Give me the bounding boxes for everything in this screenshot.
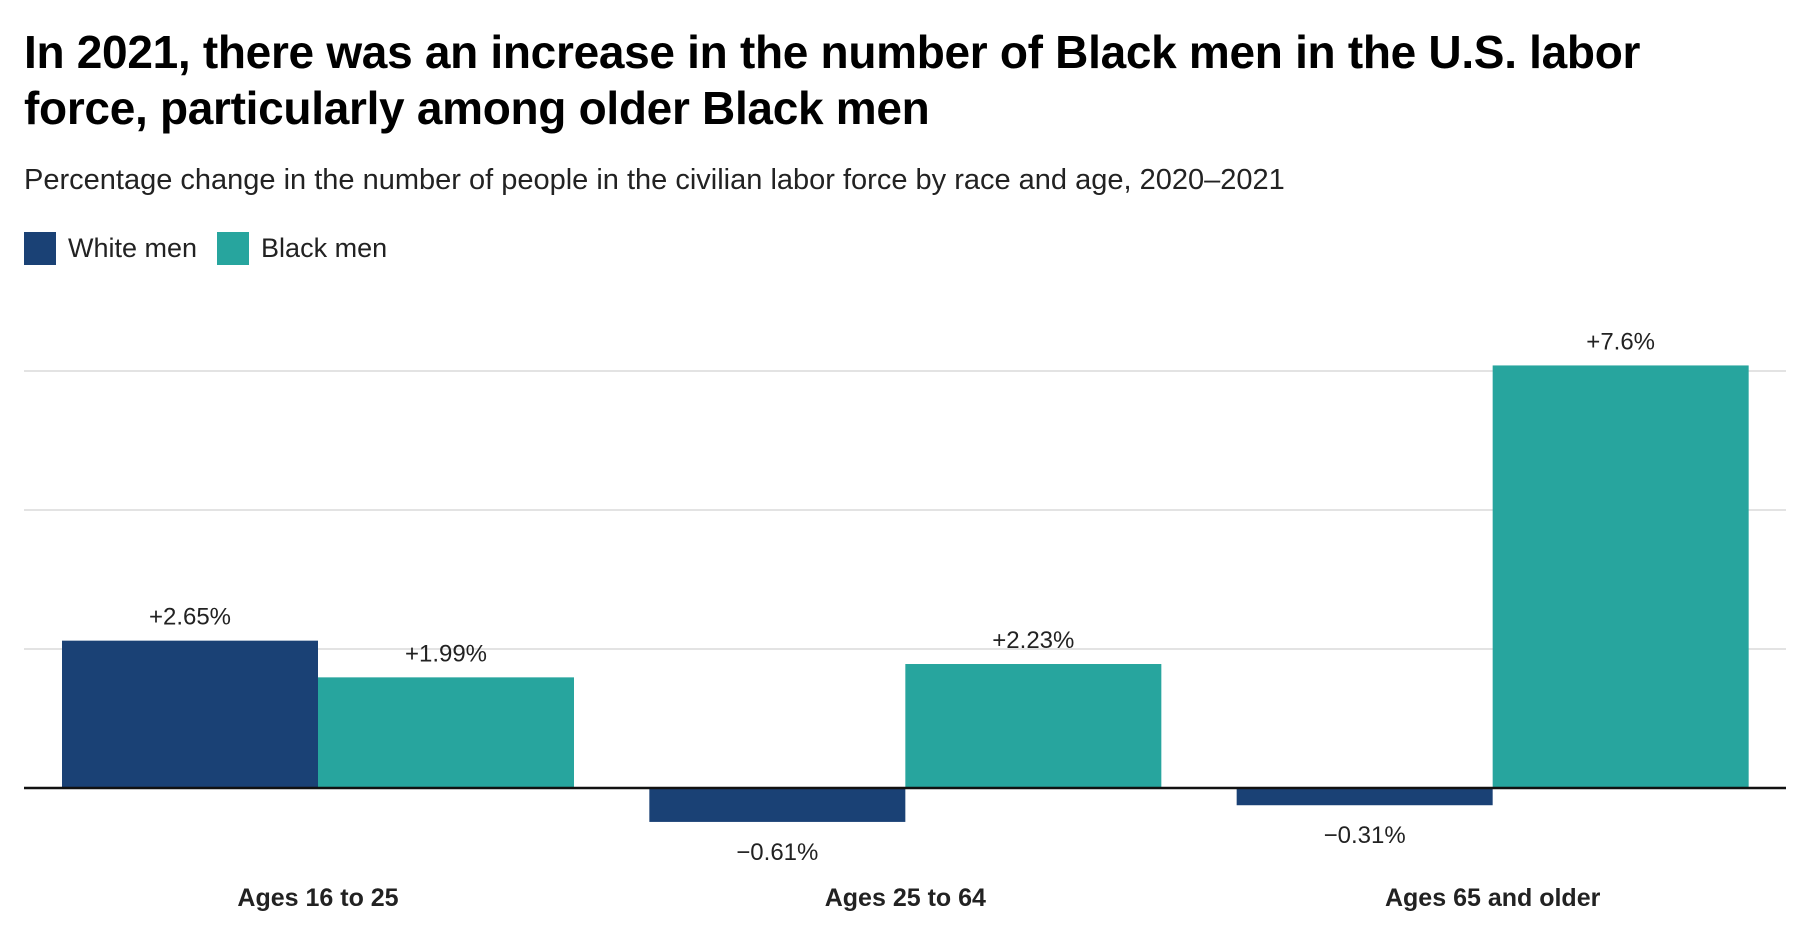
legend-swatch-black-men — [217, 232, 250, 265]
bar-white-men — [649, 788, 906, 822]
data-label: −0.61% — [736, 839, 818, 866]
bar-white-men — [62, 640, 318, 788]
legend: White men Black men — [24, 232, 407, 265]
bar-black-men — [318, 677, 574, 788]
category-label: Ages 16 to 25 — [237, 884, 398, 912]
data-label: −0.31% — [1324, 822, 1406, 849]
data-label: +1.99% — [405, 640, 487, 667]
data-label: +2.23% — [992, 627, 1074, 654]
bar-white-men — [1236, 788, 1493, 806]
legend-item-white-men: White men — [24, 232, 197, 265]
category-label: Ages 65 and older — [1385, 884, 1601, 912]
bar-black-men — [905, 664, 1162, 788]
bar-black-men — [1492, 365, 1749, 788]
legend-label-white-men: White men — [68, 233, 198, 263]
legend-swatch-white-men — [24, 232, 56, 265]
chart-subtitle: Percentage change in the number of peopl… — [24, 164, 1285, 196]
category-label: Ages 25 to 64 — [825, 884, 986, 912]
chart-title: In 2021, there was an increase in the nu… — [24, 26, 1641, 134]
data-label: +7.6% — [1586, 328, 1655, 355]
data-label: +2.65% — [149, 604, 231, 631]
legend-label-black-men: Black men — [261, 233, 388, 263]
legend-item-black-men: Black men — [217, 232, 387, 265]
